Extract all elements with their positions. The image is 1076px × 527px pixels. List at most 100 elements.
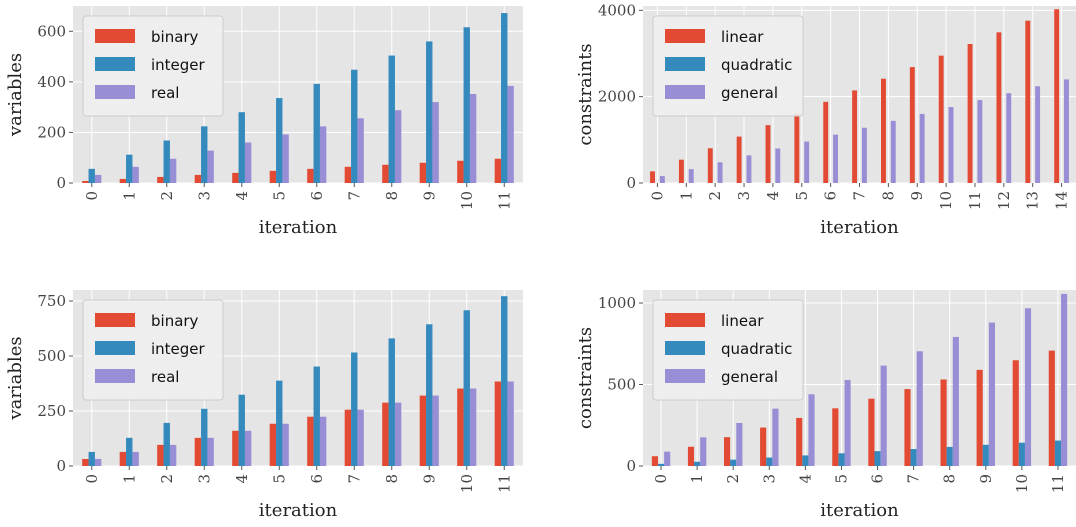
legend-label-real: real xyxy=(151,84,179,102)
bar-binary-1 xyxy=(119,178,127,183)
bar-linear-9 xyxy=(909,67,915,183)
bar-integer-10 xyxy=(463,27,470,183)
bar-integer-11 xyxy=(501,296,508,466)
y-tick-label: 1000 xyxy=(598,294,636,312)
x-tick-label: 12 xyxy=(995,191,1013,210)
series-linear xyxy=(651,350,1055,466)
bar-linear-4 xyxy=(765,125,771,183)
bar-real-8 xyxy=(394,402,402,466)
legend: linear quadratic general xyxy=(652,299,804,401)
x-tick-label: 4 xyxy=(796,474,814,484)
x-tick-label: 1 xyxy=(120,474,138,484)
y-tick-label: 0 xyxy=(626,174,636,192)
bar-general-4 xyxy=(775,148,781,183)
bar-integer-3 xyxy=(201,126,208,183)
legend-swatch-integer xyxy=(95,57,135,71)
x-tick-label: 7 xyxy=(345,474,363,484)
bar-general-6 xyxy=(880,365,887,466)
x-tick-label: 8 xyxy=(383,474,401,484)
x-axis-label: iteration xyxy=(259,217,338,238)
bar-integer-0 xyxy=(88,451,95,466)
y-tick-label: 0 xyxy=(56,457,66,475)
x-tick-label: 9 xyxy=(908,191,926,201)
bar-general-3 xyxy=(772,408,779,466)
x-tick-label: 8 xyxy=(383,191,401,201)
bar-binary-9 xyxy=(419,162,427,183)
bar-general-8 xyxy=(952,336,959,466)
chart-1: 0 200 400 600 0 1 2 3 4 5 6 7 8 9 10 11 iteration variabl… xyxy=(5,6,523,238)
bar-real-6 xyxy=(319,126,327,183)
x-tick-label: 3 xyxy=(195,191,213,201)
x-tick-label: 11 xyxy=(1049,474,1067,493)
y-axis-label: constraints xyxy=(575,327,596,429)
bar-binary-1 xyxy=(119,451,127,466)
bar-real-10 xyxy=(469,388,477,466)
bar-real-2 xyxy=(169,158,177,183)
bar-integer-1 xyxy=(126,154,133,183)
legend-swatch-general xyxy=(665,369,705,383)
bar-linear-4 xyxy=(796,417,803,466)
bar-linear-6 xyxy=(823,101,829,183)
bar-real-1 xyxy=(132,451,139,466)
bar-quadratic-10 xyxy=(1018,442,1025,466)
bar-general-6 xyxy=(833,134,838,183)
legend-label-linear: linear xyxy=(721,312,764,330)
x-tick-label: 9 xyxy=(420,191,438,201)
x-tick-label: 2 xyxy=(724,474,742,484)
bar-general-0 xyxy=(659,176,665,183)
bar-integer-0 xyxy=(88,168,95,183)
x-tick-label: 4 xyxy=(233,474,251,484)
bar-linear-7 xyxy=(904,389,911,466)
bar-binary-4 xyxy=(232,172,239,183)
x-tick-label: 11 xyxy=(495,474,513,493)
bar-binary-10 xyxy=(457,160,464,183)
bar-integer-7 xyxy=(351,69,358,183)
y-tick-label: 500 xyxy=(607,376,636,394)
x-tick-label: 10 xyxy=(458,474,476,493)
bar-integer-10 xyxy=(463,310,470,466)
bar-binary-8 xyxy=(382,164,389,183)
x-tick-label: 8 xyxy=(941,474,959,484)
chart-3: 0 250 500 750 0 1 2 3 4 5 6 7 8 9 10 11 iteration variabl… xyxy=(5,290,523,521)
bar-integer-2 xyxy=(163,140,170,183)
bar-integer-4 xyxy=(238,112,245,183)
bar-real-7 xyxy=(357,118,364,183)
bar-integer-9 xyxy=(426,324,433,466)
bar-general-11 xyxy=(977,100,983,183)
bar-general-10 xyxy=(1024,308,1032,466)
bar-general-11 xyxy=(1061,293,1068,466)
bar-general-13 xyxy=(1035,86,1041,183)
legend-label-quadratic: quadratic xyxy=(721,56,792,74)
y-tick-label: 750 xyxy=(37,292,66,310)
bar-real-9 xyxy=(432,395,439,466)
bar-general-10 xyxy=(948,107,954,183)
bar-binary-4 xyxy=(232,430,239,466)
bar-integer-3 xyxy=(201,408,208,466)
bar-general-0 xyxy=(664,451,671,466)
x-axis-label: iteration xyxy=(820,500,899,521)
bar-quadratic-11 xyxy=(1054,440,1062,466)
x-tick-label: 1 xyxy=(120,191,138,201)
bar-integer-8 xyxy=(388,338,395,466)
bar-binary-7 xyxy=(344,409,352,466)
bar-binary-5 xyxy=(269,170,277,183)
bar-real-10 xyxy=(469,93,477,183)
legend-swatch-real xyxy=(95,85,135,99)
bar-general-2 xyxy=(717,162,723,183)
legend-label-general: general xyxy=(721,84,778,102)
bar-general-4 xyxy=(808,394,815,466)
x-tick-label: 1 xyxy=(688,474,706,484)
x-tick-label: 3 xyxy=(760,474,778,484)
bar-linear-8 xyxy=(881,78,886,183)
bar-quadratic-9 xyxy=(982,444,989,466)
bar-binary-6 xyxy=(307,416,314,466)
bar-linear-14 xyxy=(1054,9,1060,183)
x-tick-label: 6 xyxy=(308,191,326,201)
bar-general-2 xyxy=(736,422,743,466)
bar-general-5 xyxy=(844,379,851,466)
legend-swatch-binary xyxy=(95,313,135,327)
bar-binary-10 xyxy=(457,388,464,466)
bar-quadratic-0 xyxy=(657,463,665,466)
legend-swatch-linear xyxy=(665,313,705,327)
legend: binary integer real xyxy=(82,299,224,401)
